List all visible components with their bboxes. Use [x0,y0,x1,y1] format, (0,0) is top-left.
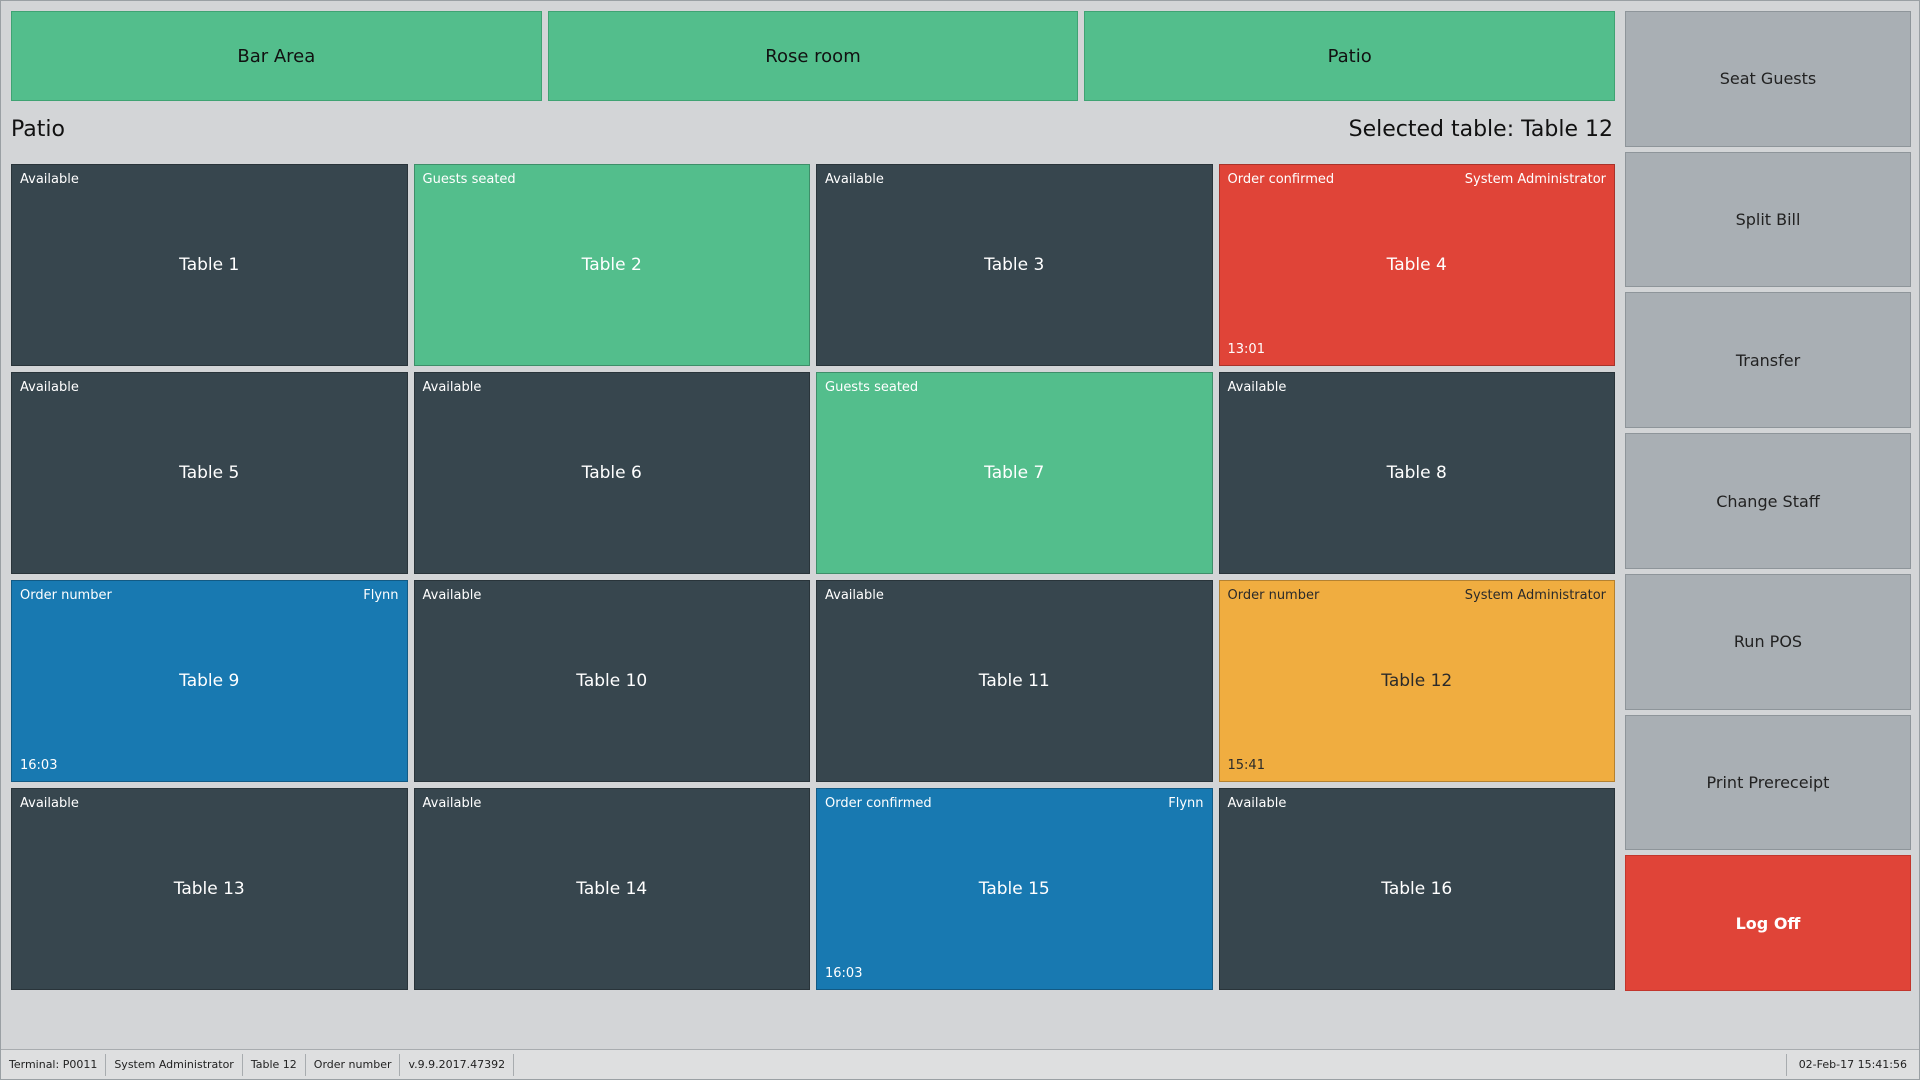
table-tile[interactable]: Order number System Administrator Table … [1218,580,1615,782]
table-name: Table 1 [179,255,240,275]
table-name: Table 5 [179,463,240,483]
table-status: Available [825,588,884,603]
log-off-button[interactable]: Log Off [1625,855,1911,992]
table-tile[interactable]: Available Table 13 [11,788,408,990]
table-name: Table 13 [173,879,245,899]
table-tile[interactable]: Order confirmed System Administrator Tab… [1218,164,1615,366]
action-panel: Seat Guests Split Bill Transfer Change S… [1625,11,1911,992]
table-tile[interactable]: Available Table 10 [413,580,810,782]
table-status: Available [20,380,79,395]
table-tile[interactable]: Available Table 6 [413,372,810,574]
status-version: v.9.9.2017.47392 [400,1053,515,1076]
table-name: Table 16 [1381,879,1453,899]
table-status: Guests seated [825,380,919,395]
table-time: 16:03 [20,758,58,773]
status-user: System Administrator [106,1053,243,1076]
table-staff: System Administrator [1464,588,1606,603]
area-title: Patio [11,117,65,142]
table-status: Available [422,588,482,603]
status-datetime: 02-Feb-17 15:41:56 [1785,1053,1919,1076]
table-tile[interactable]: Available Table 8 [1218,372,1615,574]
table-status: Order number [1227,588,1320,603]
table-status: Available [422,380,482,395]
table-name: Table 10 [576,671,648,691]
split-bill-button[interactable]: Split Bill [1625,151,1911,288]
table-status: Order number [20,588,112,603]
table-tile[interactable]: Guests seated Table 7 [816,372,1213,574]
table-name: Table 14 [576,879,648,899]
table-name: Table 9 [179,671,240,691]
table-tile[interactable]: Available Table 1 [11,164,408,366]
table-time: 15:41 [1227,758,1265,773]
table-tile[interactable]: Available Table 3 [816,164,1213,366]
table-staff: Flynn [1168,796,1204,811]
table-name: Table 3 [984,255,1045,275]
table-status: Order confirmed [825,796,932,811]
table-status: Available [20,172,79,187]
table-status: Available [422,796,482,811]
area-button-bar-area[interactable]: Bar Area [11,11,542,101]
table-grid: Available Table 1 Guests seated Table 2 … [11,164,1615,990]
table-status: Available [1227,380,1287,395]
seat-guests-button[interactable]: Seat Guests [1625,11,1911,147]
table-name: Table 12 [1381,671,1453,691]
table-name: Table 11 [978,671,1050,691]
print-prereceipt-button[interactable]: Print Prereceipt [1625,714,1911,851]
run-pos-button[interactable]: Run POS [1625,573,1911,710]
area-button-rose-room[interactable]: Rose room [547,11,1079,101]
table-tile[interactable]: Available Table 5 [11,372,408,574]
table-name: Table 4 [1386,255,1447,275]
area-button-patio[interactable]: Patio [1084,11,1616,101]
table-status: Guests seated [422,172,516,187]
table-tile[interactable]: Guests seated Table 2 [413,164,810,366]
selected-table-label: Selected table: Table 12 [1348,117,1613,142]
table-status: Available [825,172,884,187]
status-bar: Terminal: P0011 System Administrator Tab… [1,1049,1919,1079]
table-name: Table 8 [1386,463,1447,483]
area-selector: Bar Area Rose room Patio [11,11,1616,101]
table-tile[interactable]: Available Table 14 [413,788,810,990]
status-order: Order number [306,1053,401,1076]
table-time: 16:03 [825,966,863,981]
table-tile[interactable]: Available Table 16 [1218,788,1615,990]
table-tile[interactable]: Available Table 11 [816,580,1213,782]
table-staff: System Administrator [1464,172,1606,187]
transfer-button[interactable]: Transfer [1625,292,1911,429]
table-status: Order confirmed [1227,172,1335,187]
table-name: Table 15 [978,879,1050,899]
status-table: Table 12 [243,1053,306,1076]
table-name: Table 6 [581,463,642,483]
table-name: Table 2 [581,255,642,275]
table-name: Table 7 [984,463,1045,483]
status-terminal: Terminal: P0011 [1,1053,107,1076]
table-tile[interactable]: Order confirmed Flynn Table 15 16:03 [816,788,1213,990]
table-tile[interactable]: Order number Flynn Table 9 16:03 [11,580,408,782]
table-staff: Flynn [363,588,399,603]
change-staff-button[interactable]: Change Staff [1625,433,1911,569]
table-time: 13:01 [1227,342,1265,357]
table-status: Available [1227,796,1287,811]
table-status: Available [20,796,79,811]
